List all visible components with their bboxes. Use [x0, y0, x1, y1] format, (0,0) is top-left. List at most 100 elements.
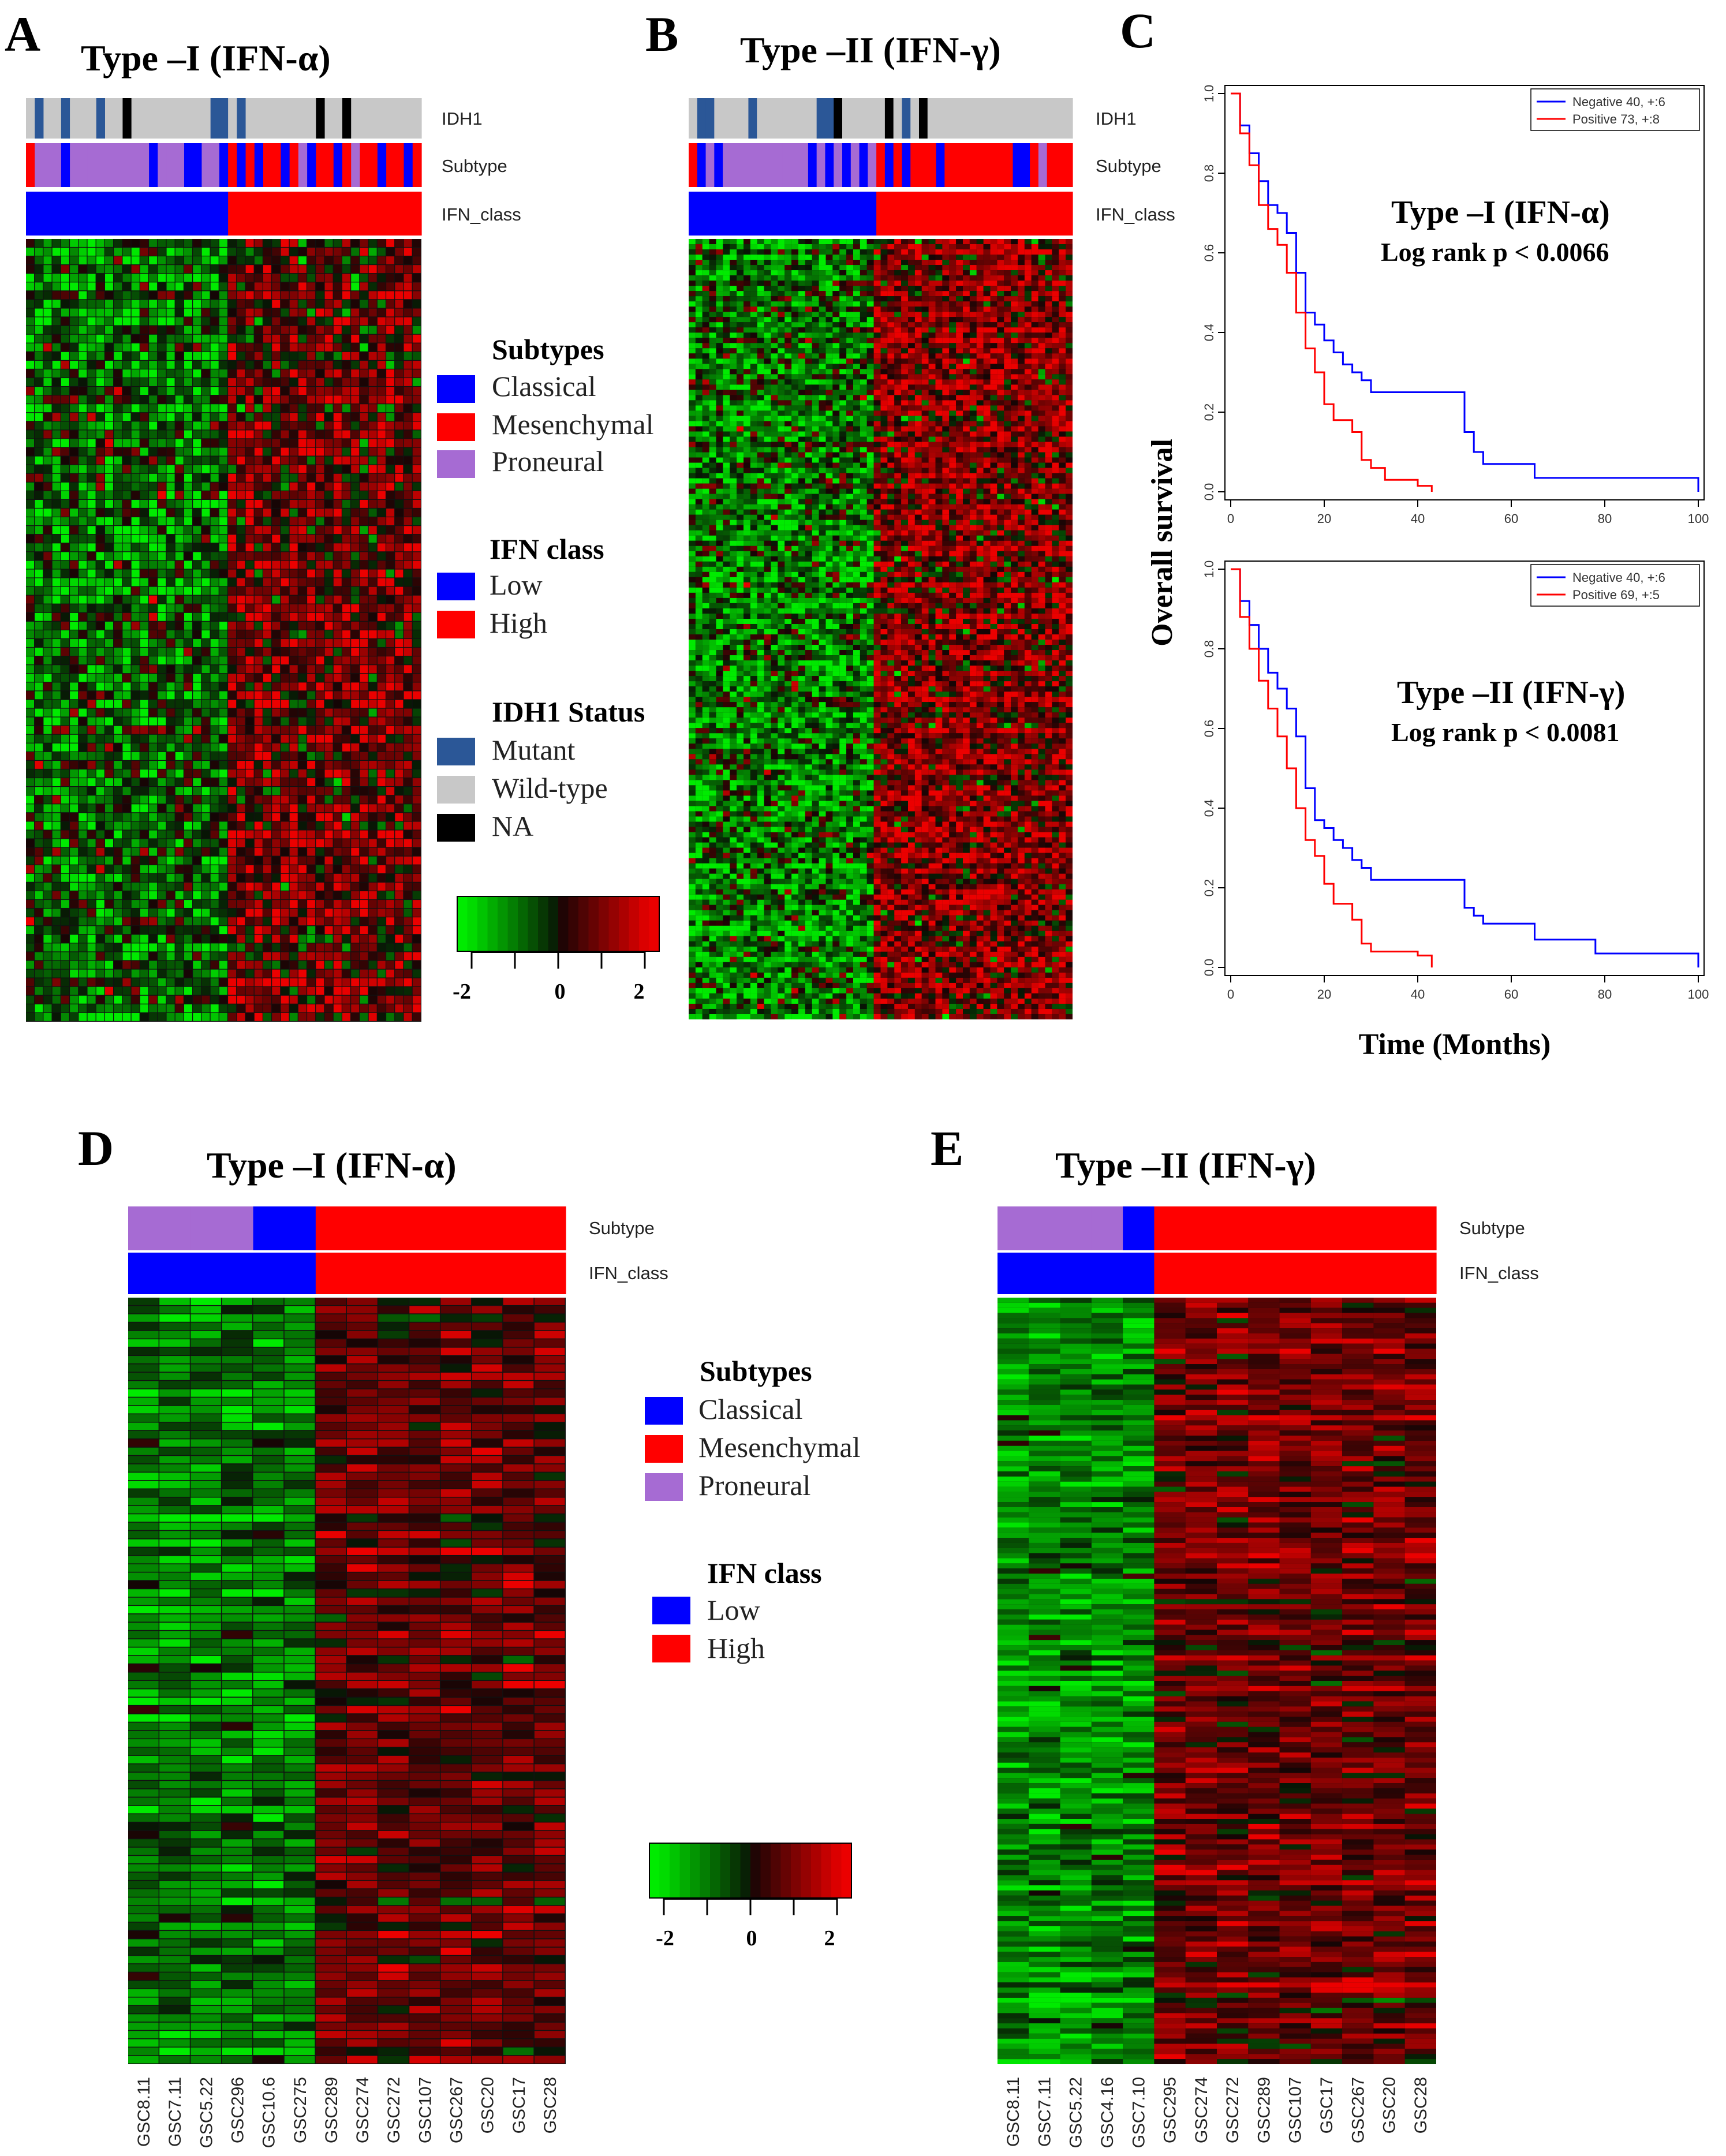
heatmap-cell [26, 865, 35, 873]
heatmap-cell [298, 726, 307, 734]
heatmap-cell [730, 260, 737, 266]
heatmap-cell [263, 682, 272, 691]
heatmap-cell [404, 526, 412, 535]
heatmap-cell [52, 752, 61, 760]
heatmap-cell [79, 395, 87, 404]
heatmap-cell [368, 648, 377, 656]
heatmap-cell [210, 769, 219, 778]
heatmap-cell [1038, 286, 1045, 292]
heatmap-cell [316, 274, 324, 282]
heatmap-cell [263, 969, 272, 978]
heatmap-cell [105, 526, 114, 535]
ifn-class-cell [52, 192, 62, 236]
ifn-class-cell [800, 192, 809, 236]
heatmap-cell [35, 248, 43, 256]
heatmap-cell [298, 717, 307, 726]
idh1-cell [996, 98, 1005, 139]
heatmap-cell [333, 821, 342, 830]
heatmap-cell [43, 995, 52, 1004]
heatmap-cell [901, 260, 909, 266]
heatmap-cell [866, 291, 874, 297]
heatmap-cell [114, 517, 122, 525]
heatmap-cell [35, 404, 43, 413]
heatmap-cell [149, 717, 158, 726]
heatmap-cell [131, 561, 140, 569]
heatmap-cell [316, 987, 324, 995]
heatmap-cell [140, 995, 148, 1004]
heatmap-cell [219, 552, 227, 561]
heatmap-cell [26, 935, 35, 943]
heatmap-cell [43, 308, 52, 317]
ifn-class-cell [307, 192, 316, 236]
heatmap-cell [342, 569, 351, 578]
heatmap-cell [377, 239, 386, 247]
heatmap-cell [386, 891, 395, 899]
heatmap-cell [395, 726, 404, 734]
heatmap-cell [928, 249, 936, 255]
heatmap-cell [184, 282, 193, 291]
heatmap-cell [79, 830, 87, 839]
heatmap-cell [114, 543, 122, 552]
heatmap-cell [166, 909, 175, 917]
heatmap-cell [166, 326, 175, 334]
heatmap-cell [149, 1012, 158, 1021]
heatmap-cell [26, 543, 35, 552]
heatmap-cell [778, 281, 785, 286]
heatmap-cell [395, 926, 404, 935]
heatmap-cell [52, 909, 61, 917]
heatmap-cell [272, 491, 281, 499]
heatmap-cell [52, 656, 61, 665]
heatmap-cell [210, 900, 219, 908]
heatmap-cell [228, 586, 237, 595]
heatmap-cell [737, 270, 744, 276]
heatmap-cell [805, 244, 812, 250]
heatmap-cell [245, 891, 254, 899]
heatmap-cell [281, 369, 289, 378]
heatmap-cell [237, 656, 245, 665]
ifn-class-cell [1038, 192, 1048, 236]
heatmap-cell [333, 612, 342, 621]
heatmap-cell [43, 804, 52, 813]
heatmap-cell [360, 360, 368, 369]
heatmap-cell [298, 343, 307, 352]
heatmap-cell [210, 734, 219, 743]
heatmap-cell [298, 421, 307, 430]
heatmap-cell [122, 248, 131, 256]
heatmap-cell [79, 743, 87, 752]
heatmap-cell [35, 708, 43, 717]
heatmap-cell [61, 473, 69, 482]
heatmap-cell [412, 691, 421, 700]
heatmap-cell [969, 249, 977, 255]
heatmap-cell [35, 761, 43, 769]
heatmap-cell [914, 239, 922, 245]
heatmap-cell [193, 343, 201, 352]
heatmap-cell [228, 569, 237, 578]
heatmap-cell [412, 378, 421, 386]
heatmap-cell [96, 943, 104, 952]
heatmap-cell [298, 978, 307, 987]
heatmap-cell [245, 1004, 254, 1012]
heatmap-cell [175, 343, 184, 352]
heatmap-cell [254, 395, 263, 404]
heatmap-cell [219, 509, 227, 517]
heatmap-cell [228, 648, 237, 656]
heatmap-cell [184, 882, 193, 891]
heatmap-cell [175, 708, 184, 717]
heatmap-cell [184, 578, 193, 586]
heatmap-cell [149, 865, 158, 873]
heatmap-cell [105, 778, 114, 786]
heatmap-cell [184, 717, 193, 726]
heatmap-cell [1059, 255, 1066, 260]
heatmap-cell [307, 509, 316, 517]
heatmap-cell [412, 526, 421, 535]
heatmap-cell [52, 517, 61, 525]
heatmap-cell [131, 856, 140, 865]
heatmap-cell [716, 286, 723, 292]
heatmap-cell [404, 369, 412, 378]
heatmap-cell [969, 281, 977, 286]
ifn-class-cell [757, 192, 766, 236]
heatmap-cell [166, 482, 175, 491]
heatmap-cell [298, 839, 307, 847]
heatmap-cell [166, 969, 175, 978]
idh1-cell [1030, 98, 1039, 139]
